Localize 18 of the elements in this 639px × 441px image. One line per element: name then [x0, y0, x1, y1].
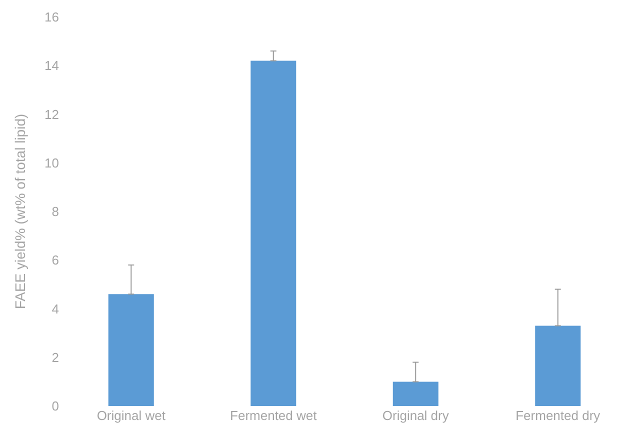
y-tick-label: 16 [44, 10, 59, 25]
y-tick-label: 14 [44, 58, 59, 74]
y-axis-title: FAEE yield% (wt% of total lipid) [12, 114, 28, 310]
bar [535, 326, 581, 406]
bar [392, 382, 438, 406]
y-tick-label: 2 [52, 350, 59, 365]
x-tick-label: Fermented wet [230, 408, 318, 423]
y-tick-label: 12 [44, 106, 59, 122]
y-tick-label: 6 [52, 252, 59, 268]
y-tick-label: 0 [52, 398, 59, 414]
x-tick-label: Original dry [382, 408, 450, 423]
x-tick-label: Original wet [96, 408, 166, 423]
bar [108, 294, 154, 406]
bar [250, 60, 296, 406]
y-tick-label: 10 [44, 155, 59, 170]
y-tick-label: 8 [52, 204, 59, 220]
x-tick-label: Fermented dry [516, 408, 601, 423]
y-tick-label: 4 [52, 301, 59, 316]
